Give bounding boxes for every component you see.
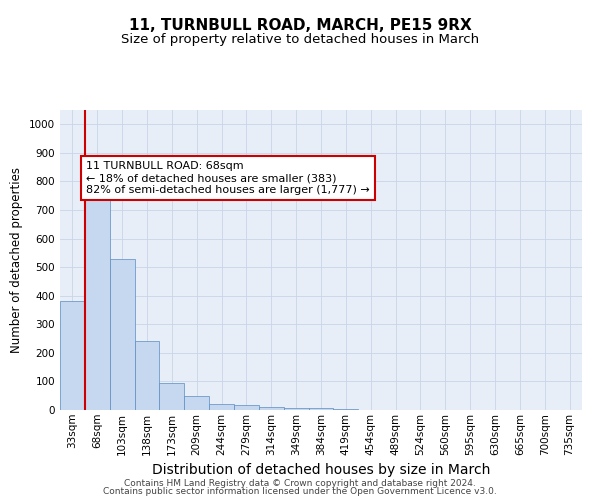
- Bar: [184, 396, 209, 410]
- Bar: [110, 258, 134, 410]
- Bar: [234, 405, 259, 410]
- Bar: [209, 404, 234, 410]
- Text: Contains HM Land Registry data © Crown copyright and database right 2024.: Contains HM Land Registry data © Crown c…: [124, 478, 476, 488]
- X-axis label: Distribution of detached houses by size in March: Distribution of detached houses by size …: [152, 463, 490, 477]
- Bar: [60, 300, 85, 410]
- Text: Contains public sector information licensed under the Open Government Licence v3: Contains public sector information licen…: [103, 488, 497, 496]
- Text: 11, TURNBULL ROAD, MARCH, PE15 9RX: 11, TURNBULL ROAD, MARCH, PE15 9RX: [128, 18, 472, 32]
- Bar: [308, 408, 334, 410]
- Bar: [259, 406, 284, 410]
- Bar: [284, 408, 308, 410]
- Bar: [160, 383, 184, 410]
- Bar: [85, 173, 110, 410]
- Y-axis label: Number of detached properties: Number of detached properties: [10, 167, 23, 353]
- Text: 11 TURNBULL ROAD: 68sqm
← 18% of detached houses are smaller (383)
82% of semi-d: 11 TURNBULL ROAD: 68sqm ← 18% of detache…: [86, 162, 370, 194]
- Text: Size of property relative to detached houses in March: Size of property relative to detached ho…: [121, 32, 479, 46]
- Bar: [334, 408, 358, 410]
- Bar: [134, 341, 160, 410]
